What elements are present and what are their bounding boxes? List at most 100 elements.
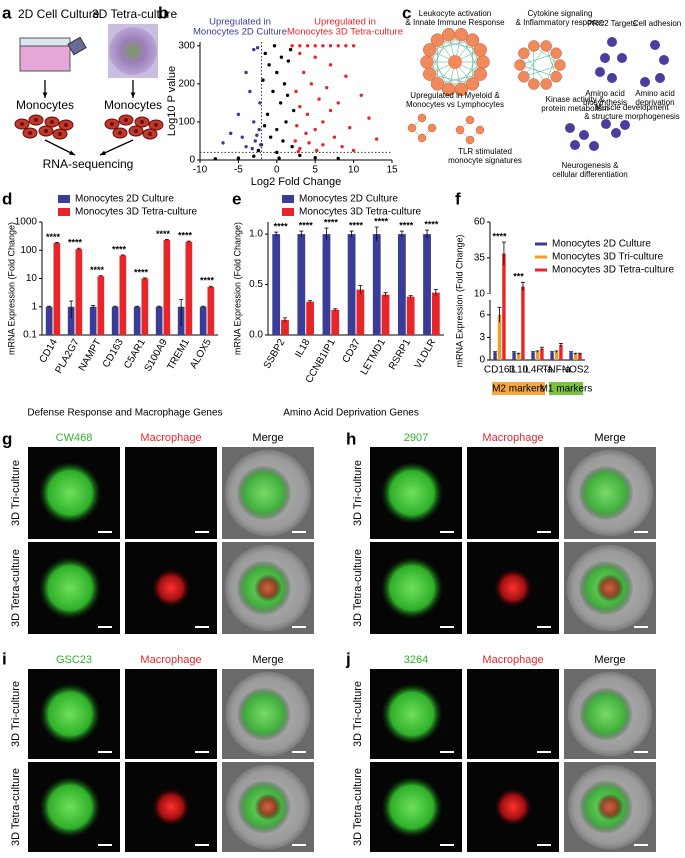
micrograph: [125, 447, 217, 539]
x-tick-label: NOS2: [562, 365, 590, 376]
bar: [331, 309, 340, 335]
bar: [89, 306, 97, 335]
x-tick-label: -5: [234, 165, 243, 176]
significance: ****: [349, 220, 364, 230]
micrograph: [467, 447, 559, 539]
network-node: [650, 40, 660, 50]
bar: [356, 289, 365, 335]
significance: ****: [399, 220, 414, 230]
network-node: [601, 119, 611, 129]
cluster-label: & Inflammatory response: [516, 18, 605, 27]
nucleus: [64, 123, 68, 127]
network-node: [611, 128, 621, 138]
red-signal: [151, 787, 191, 827]
network-node: [427, 123, 437, 133]
network-node: [600, 53, 610, 63]
point: [328, 44, 333, 48]
network-node: [442, 27, 456, 42]
bar: [119, 255, 127, 335]
significance: ****: [156, 229, 171, 239]
annotation: Upregulated in: [209, 17, 271, 28]
point: [367, 116, 371, 120]
point: [305, 44, 310, 48]
network-node: [540, 40, 552, 52]
point: [294, 89, 298, 94]
channel-label: CW468: [56, 432, 93, 444]
point: [298, 146, 302, 151]
significance: ****: [90, 265, 105, 275]
point: [321, 44, 325, 48]
point: [236, 156, 241, 160]
network-node: [465, 135, 475, 145]
channel-label: GSC23: [56, 654, 92, 666]
y-tick-label: 0.5: [249, 279, 263, 290]
y-axis-label: Log10 P value: [166, 66, 178, 136]
network-edge: [437, 39, 481, 51]
point: [244, 70, 248, 75]
point: [258, 101, 262, 105]
panel-label: g: [2, 429, 12, 448]
bar: [569, 352, 573, 360]
y-tick-label: 35: [474, 253, 486, 264]
cell-label: Monocytes: [16, 98, 74, 112]
network-edge: [429, 34, 449, 75]
bar: [97, 276, 105, 335]
nucleus: [140, 120, 144, 124]
point: [275, 127, 279, 132]
network-node: [430, 33, 445, 47]
network-node: [640, 77, 650, 87]
red-signal: [493, 787, 533, 827]
y-tick-label: 0: [189, 155, 195, 166]
bar: [535, 351, 540, 360]
point: [213, 157, 218, 161]
point: [315, 148, 319, 153]
x-tick-label: IL18: [293, 337, 312, 360]
nucleus: [124, 118, 128, 122]
network-edge: [461, 49, 481, 90]
y-tick-label: 200: [178, 79, 195, 90]
row-label: 3D Tetra-culture: [10, 549, 22, 627]
network-node: [659, 55, 669, 65]
network-node: [550, 71, 562, 83]
significance: ****: [46, 232, 61, 242]
cluster-label: cellular differentiation: [552, 170, 627, 179]
bar: [297, 234, 306, 335]
network-node: [465, 77, 480, 91]
cluster-label: & Innate Immune Response: [405, 18, 505, 27]
network-node: [417, 133, 427, 143]
cluster-label: Neurogenesis &: [562, 161, 620, 170]
x-tick-label: LETMD1: [359, 337, 388, 377]
y-tick-label: 6: [479, 309, 485, 320]
point: [262, 124, 267, 128]
network-node: [473, 67, 487, 81]
bar: [497, 314, 502, 360]
point: [313, 127, 317, 132]
point: [253, 139, 257, 143]
nucleus: [20, 122, 24, 126]
network-edge: [519, 53, 557, 66]
point: [298, 105, 302, 109]
bar: [431, 292, 440, 335]
point: [344, 74, 348, 78]
arrow-head: [130, 92, 136, 98]
panel-label: f: [455, 189, 461, 208]
micrograph: [467, 669, 559, 759]
x-tick-label: 15: [386, 165, 398, 176]
bar: [554, 351, 559, 360]
network-node: [589, 141, 599, 151]
point: [250, 146, 254, 151]
legend-label: Monocytes 3D Tri-culture: [552, 252, 664, 263]
green-overlay: [236, 465, 292, 521]
network-edge: [519, 64, 557, 77]
nucleus: [134, 129, 138, 133]
cluster-label: Cytokine signaling: [528, 9, 593, 18]
panel-label: a: [2, 3, 12, 22]
x-axis-label: Amino Acid Deprivation Genes: [283, 408, 419, 419]
green-overlay: [579, 687, 633, 741]
point: [332, 135, 337, 139]
legend-swatch: [282, 208, 294, 216]
cluster-label: monocyte signatures: [448, 156, 522, 165]
bar: [521, 286, 525, 360]
cluster-label: Muscle development: [595, 103, 669, 112]
nucleus: [154, 123, 158, 127]
